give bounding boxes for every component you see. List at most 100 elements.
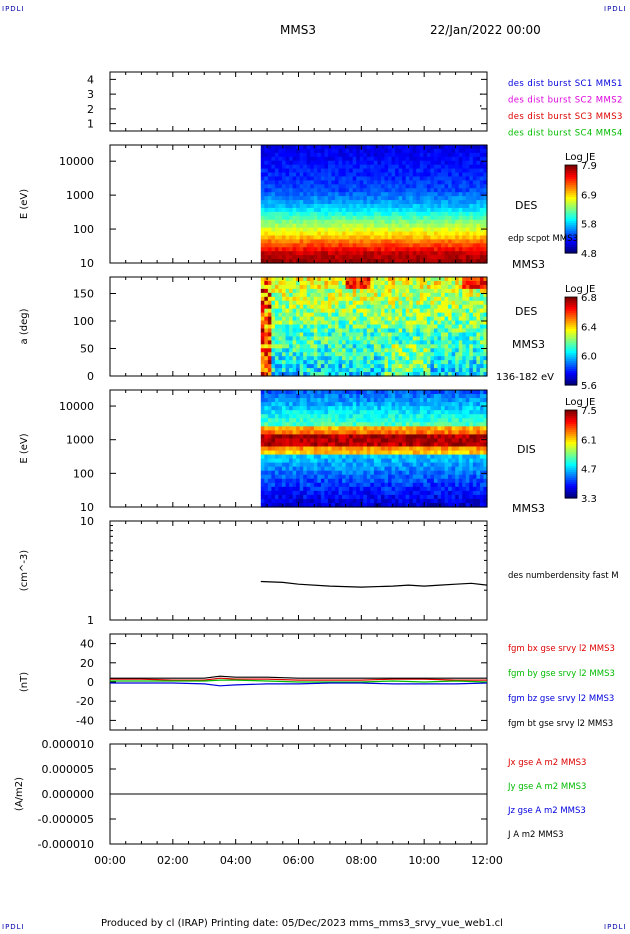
x-tick-label: 00:00 <box>94 854 126 867</box>
side-label-mms3: MMS3 <box>512 258 545 271</box>
y-axis-label-1: E (eV) <box>19 189 30 219</box>
time-ticks-4 <box>109 521 488 620</box>
colorbar-tick-2: 6.4 <box>581 322 597 333</box>
panel-frame-0 <box>109 71 488 132</box>
corner-label-tr: IPDLI <box>604 5 627 13</box>
x-tick-label: 08:00 <box>345 854 377 867</box>
colorbar-title-3: Log JE <box>565 397 595 408</box>
y-tick-label: 0.000010 <box>42 738 95 751</box>
corner-label-bl: IPDLI <box>2 923 25 931</box>
legend-entry-burst: des dist burst SC1 MMS1 <box>508 79 623 89</box>
y-ticks-2 <box>110 293 487 377</box>
burst-point <box>479 105 482 107</box>
fgm-series-line-0 <box>110 677 487 681</box>
colorbar-2 <box>564 296 578 386</box>
y-tick-label: 100 <box>73 223 94 236</box>
colorbar-tick-2: 6.0 <box>581 352 597 363</box>
colorbar-tick-1: 6.9 <box>581 190 597 201</box>
heatmap-2 <box>260 277 488 377</box>
y-minor-ticks-4 <box>110 525 487 591</box>
colorbar-tick-3: 4.7 <box>581 465 597 476</box>
legend-entry-density: des numberdensity fast M <box>508 571 619 581</box>
y-tick-label: 10 <box>80 257 94 270</box>
colorbar-tick-3: 7.5 <box>581 406 597 417</box>
time-ticks-6 <box>109 744 488 844</box>
colorbar-title-2: Log JE <box>565 284 595 295</box>
legend-entry-current: J A m2 MMS3 <box>507 830 564 840</box>
y-tick-label: 0.000000 <box>42 788 95 801</box>
colorbar-tick-2: 5.6 <box>581 381 597 392</box>
corner-label-tl: IPDLI <box>2 5 25 13</box>
y-tick-label: 100 <box>73 467 94 480</box>
y-tick-label: 1000 <box>66 434 94 447</box>
y-tick-label: 50 <box>80 343 94 356</box>
time-ticks-3 <box>109 390 488 507</box>
density-series-line <box>260 580 488 588</box>
side-label-des: DES <box>515 305 537 318</box>
time-ticks-5 <box>109 634 488 730</box>
side-label-mms3: MMS3 <box>512 502 545 515</box>
side-label-des: DES <box>515 199 537 212</box>
colorbar-tick-1: 4.8 <box>581 249 597 260</box>
y-tick-label: 150 <box>73 288 94 301</box>
y-tick-label: 0 <box>87 676 94 689</box>
fgm-series-line-2 <box>110 682 488 687</box>
y-tick-label: -20 <box>76 695 94 708</box>
y-tick-label: 3 <box>87 88 94 101</box>
colorbar-tick-2: 6.8 <box>581 293 597 304</box>
side-label-mms3: MMS3 <box>512 338 545 351</box>
y-tick-label: 0 <box>87 370 94 383</box>
y-tick-label: 2 <box>87 103 94 116</box>
y-tick-label: 10 <box>80 515 94 528</box>
y-tick-label: -40 <box>76 714 94 727</box>
colorbar-tick-1: 7.9 <box>581 161 597 172</box>
colorbar-title-1: Log JE <box>565 152 595 163</box>
legend-entry-burst: des dist burst SC2 MMS2 <box>508 96 623 106</box>
y-axis-label-5: (nT) <box>19 672 30 692</box>
y-tick-label: 0.000005 <box>42 763 95 776</box>
burst-point <box>479 93 482 95</box>
y-tick-label: 10000 <box>59 155 94 168</box>
y-tick-label: 100 <box>73 315 94 328</box>
x-tick-label: 12:00 <box>471 854 503 867</box>
panel-frame-4 <box>109 520 488 621</box>
colorbar-3 <box>564 409 578 499</box>
colorbar-tick-3: 6.1 <box>581 435 597 446</box>
y-ticks-3 <box>110 405 487 508</box>
legend-entry-burst: des dist burst SC3 MMS3 <box>508 112 623 122</box>
y-tick-label: 1 <box>87 118 94 131</box>
legend-entry-current: Jz gse A m2 MMS3 <box>507 806 586 816</box>
y-axis-label-3: E (eV) <box>19 433 30 463</box>
footer-credit: Produced by cl (IRAP) Printing date: 05/… <box>101 918 503 929</box>
legend-entry-fgm: fgm bz gse srvy l2 MMS3 <box>508 694 614 704</box>
y-ticks-4 <box>110 520 487 621</box>
fgm-series-line-1 <box>110 679 488 683</box>
y-tick-label: 20 <box>80 657 94 670</box>
legend-entry-fgm: fgm bx gse srvy l2 MMS3 <box>508 644 615 654</box>
x-tick-label: 04:00 <box>220 854 252 867</box>
heatmap-1 <box>260 145 488 264</box>
side-label-scpot: edp scpot MMS3 <box>508 234 578 244</box>
x-tick-label: 10:00 <box>408 854 440 867</box>
y-tick-label: 1 <box>87 614 94 627</box>
legend-entry-current: Jy gse A m2 MMS3 <box>507 782 586 792</box>
time-ticks-1 <box>109 145 488 263</box>
heatmap-3 <box>260 390 488 508</box>
side-label-dis: DIS <box>517 443 536 456</box>
y-tick-label: 10000 <box>59 400 94 413</box>
datetime-title: 22/Jan/2022 00:00 <box>430 23 541 37</box>
colorbar-1 <box>564 164 578 254</box>
x-tick-label: 06:00 <box>283 854 315 867</box>
y-tick-label: 10 <box>80 501 94 514</box>
legend-entry-fgm: fgm by gse srvy l2 MMS3 <box>508 669 615 679</box>
time-ticks-0 <box>109 72 488 131</box>
y-tick-label: -0.000005 <box>38 813 94 826</box>
spacecraft-title: MMS3 <box>280 23 316 37</box>
y-axis-label-4: (cm^-3) <box>19 550 30 591</box>
fgm-series-line-3 <box>110 675 487 679</box>
y-tick-label: -0.000010 <box>38 838 94 851</box>
y-ticks-1 <box>110 160 487 264</box>
legend-entry-current: Jx gse A m2 MMS3 <box>507 758 586 768</box>
colorbar-tick-1: 5.8 <box>581 220 597 231</box>
colorbar-tick-3: 3.3 <box>581 494 597 505</box>
